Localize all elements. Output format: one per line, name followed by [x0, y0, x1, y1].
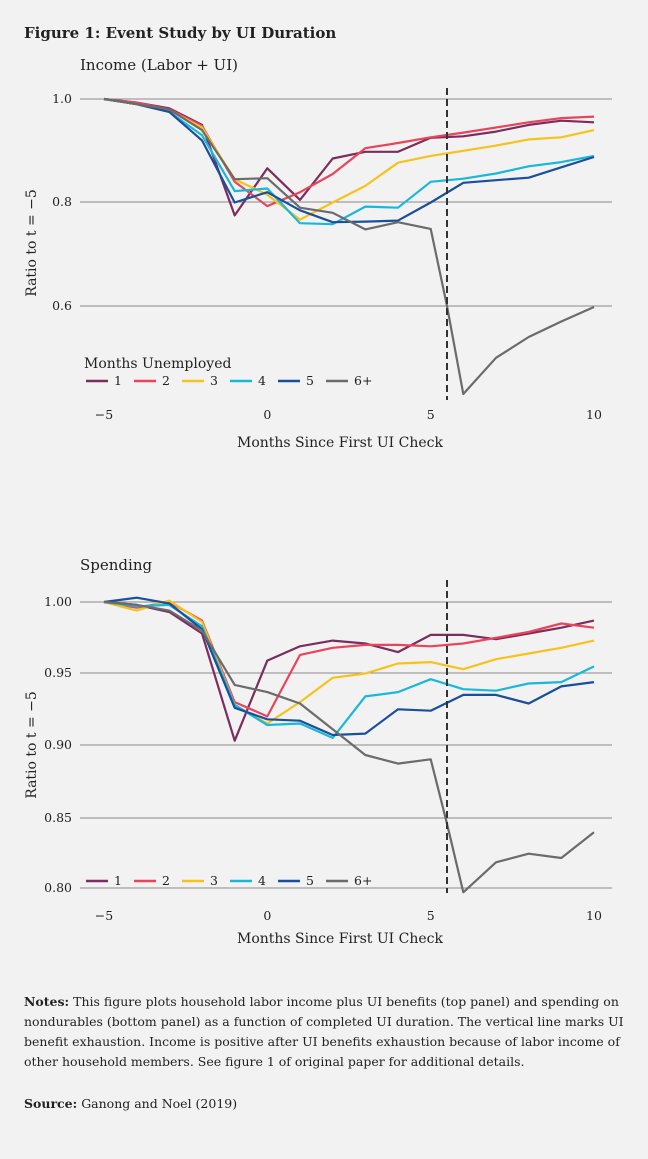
legend-label-2: 2 — [162, 373, 170, 388]
figure-title: Figure 1: Event Study by UI Duration — [24, 24, 337, 42]
series-line-6+ — [103, 600, 595, 894]
legend-label-1: 1 — [114, 373, 122, 388]
legend-label-4: 4 — [258, 373, 266, 388]
series-line-1 — [103, 600, 595, 742]
income-chart: 1.0 0.8 0.6 −5 0 5 10 Months Since First UI Che… — [24, 88, 612, 451]
x-tick-label: 0 — [263, 908, 271, 923]
legend-label-3: 3 — [210, 873, 218, 888]
income-panel-title: Income (Labor + UI) — [80, 56, 238, 74]
series-line-6+ — [103, 97, 595, 396]
x-tick-label: 10 — [586, 407, 602, 422]
x-tick-label: 0 — [263, 407, 271, 422]
legend-label-6+: 6+ — [354, 873, 372, 888]
x-axis-label: Months Since First UI Check — [237, 931, 443, 947]
source-label: Source: — [24, 1096, 78, 1111]
source-text: Ganong and Noel (2019) — [77, 1096, 238, 1111]
series-line-2 — [103, 600, 595, 718]
legend-label-6+: 6+ — [354, 373, 372, 388]
x-axis-label: Months Since First UI Check — [237, 435, 443, 451]
series-line-4 — [103, 97, 595, 226]
y-axis-label: Ratio to t = −5 — [24, 691, 40, 799]
y-tick-label: 0.90 — [44, 737, 72, 752]
legend-label-4: 4 — [258, 873, 266, 888]
y-tick-label: 1.0 — [52, 91, 72, 106]
notes-label: Notes: — [24, 994, 70, 1009]
spending-panel-title: Spending — [80, 556, 153, 574]
y-tick-label: 1.00 — [44, 594, 72, 609]
legend-label-1: 1 — [114, 873, 122, 888]
notes: Notes: This figure plots household labor… — [24, 992, 624, 1072]
series-line-5 — [103, 596, 595, 737]
x-tick-label: 5 — [427, 908, 435, 923]
source: Source: Ganong and Noel (2019) — [24, 1096, 237, 1111]
x-tick-label: 10 — [586, 908, 602, 923]
x-tick-label: −5 — [95, 407, 113, 422]
y-tick-label: 0.8 — [52, 194, 72, 209]
y-tick-label: 0.85 — [44, 810, 72, 825]
series-line-3 — [103, 599, 595, 725]
y-tick-label: 0.80 — [44, 880, 72, 895]
legend-label-2: 2 — [162, 873, 170, 888]
notes-text: This figure plots household labor income… — [24, 994, 624, 1069]
legend-label-5: 5 — [306, 873, 314, 888]
legend-label-5: 5 — [306, 373, 314, 388]
y-axis-label: Ratio to t = −5 — [24, 189, 40, 297]
legend-title: Months Unemployed — [84, 356, 231, 372]
x-tick-label: −5 — [95, 908, 113, 923]
series-line-4 — [103, 600, 595, 739]
series-line-2 — [103, 97, 595, 208]
legend-label-3: 3 — [210, 373, 218, 388]
y-tick-label: 0.6 — [52, 298, 72, 313]
spending-chart: 1.00 0.95 0.90 0.85 0.80 −5 0 5 10 Months Since F… — [24, 580, 612, 947]
y-tick-label: 0.95 — [44, 665, 72, 680]
x-tick-label: 5 — [427, 407, 435, 422]
